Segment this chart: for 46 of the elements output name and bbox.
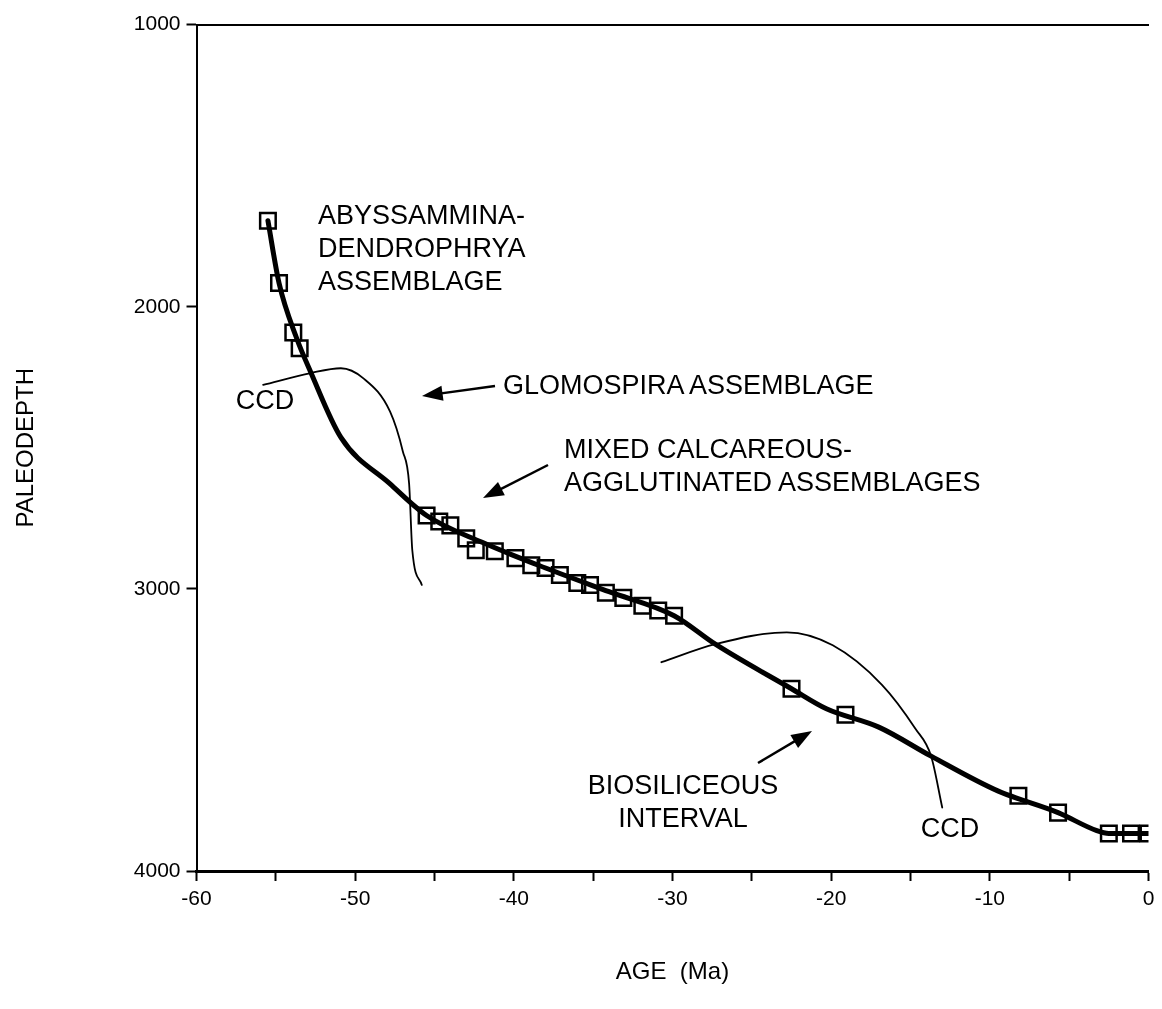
x-tick-label: 0 [1142,886,1155,910]
point [550,566,569,585]
point [417,506,436,525]
annotation: GLOMOSPIRA ASSEMBLAGE [503,368,874,402]
point [284,323,303,342]
point [1122,824,1141,843]
point [258,211,277,230]
y-axis-title: PALEODEPTH [11,368,39,528]
annotation: ABYSSAMMINA- DENDROPHRYA ASSEMBLAGE [318,198,526,298]
point [485,542,504,561]
point [1049,803,1068,822]
point [580,575,600,594]
annotation: CCD [920,811,980,845]
x-axis-title: AGE (Ma) [615,957,730,985]
point [466,541,485,560]
point [614,588,633,607]
point [665,606,684,625]
y-tick-label: 4000 [133,857,181,881]
annotation: CCD [235,383,295,417]
x-tick-label: -60 [181,886,212,910]
x-tick-label: -20 [815,886,847,910]
point [430,512,449,531]
x-tick-label: -40 [498,886,530,910]
point [290,339,309,358]
annotation: BIOSILICEOUS INTERVAL [587,768,779,835]
x-tick-label: -10 [974,886,1006,910]
point [506,549,525,568]
point [649,601,668,620]
point [457,529,476,548]
y-tick-label: 3000 [133,575,181,599]
point [1099,824,1118,843]
point [633,596,652,615]
point [441,516,460,535]
point [596,583,615,602]
point [536,558,555,578]
point [836,705,855,724]
point [522,556,541,575]
x-tick-label: -30 [657,886,688,910]
point [568,573,587,592]
point [269,274,289,293]
y-tick-label: 2000 [133,293,181,317]
point [782,679,801,698]
point [1009,786,1028,805]
annotation: MIXED CALCAREOUS- AGGLUTINATED ASSEMBLAGES [564,432,981,499]
y-tick-label: 1000 [133,11,181,35]
x-tick-label: -50 [340,886,371,910]
